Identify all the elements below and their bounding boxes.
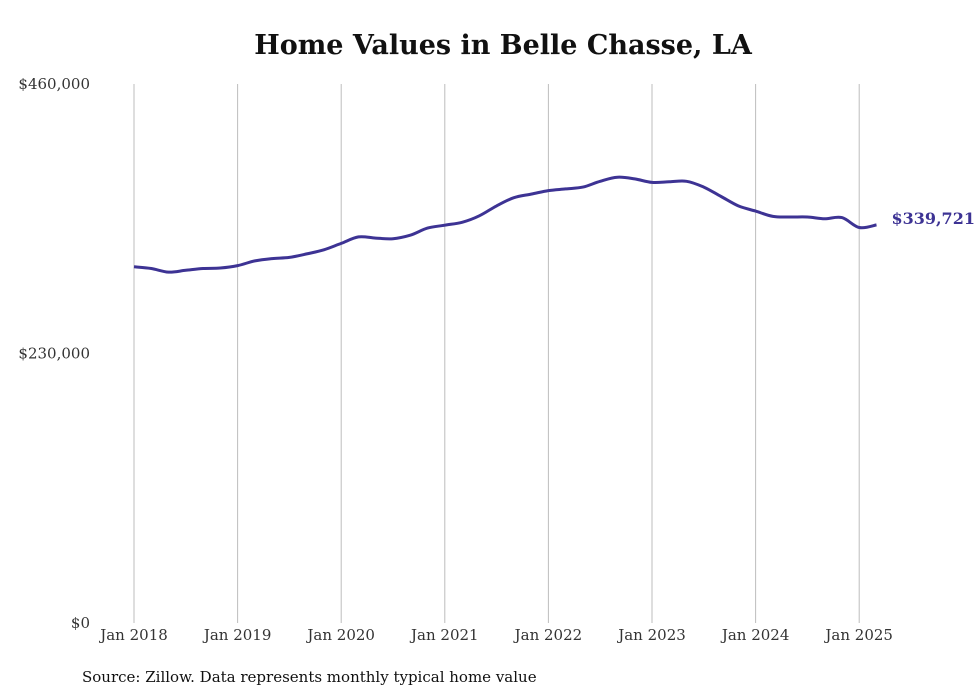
series-layer: $339,721 xyxy=(133,175,975,274)
x-tick-label: Jan 2019 xyxy=(202,626,272,644)
y-tick-label: $0 xyxy=(71,614,90,632)
y-tick-label: $460,000 xyxy=(18,75,90,93)
gridlines xyxy=(133,84,860,623)
series-line-0 xyxy=(133,175,877,274)
x-tick-label: Jan 2020 xyxy=(305,626,375,644)
x-tick-label: Jan 2025 xyxy=(823,626,893,644)
source-note: Source: Zillow. Data represents monthly … xyxy=(82,668,537,686)
y-tick-label: $230,000 xyxy=(18,345,90,363)
end-value-label: $339,721 xyxy=(891,209,975,228)
x-tick-label: Jan 2022 xyxy=(513,626,583,644)
x-tick-label: Jan 2024 xyxy=(720,626,790,644)
y-axis-ticks: $460,000 $230,000 $0 xyxy=(18,75,90,632)
x-axis-ticks: Jan 2018 Jan 2019 Jan 2020 Jan 2021 Jan 2022… xyxy=(98,626,893,644)
x-tick-label: Jan 2023 xyxy=(616,626,686,644)
x-tick-label: Jan 2018 xyxy=(98,626,168,644)
chart-title: Home Values in Belle Chasse, LA xyxy=(254,30,752,61)
x-tick-label: Jan 2021 xyxy=(409,626,479,644)
